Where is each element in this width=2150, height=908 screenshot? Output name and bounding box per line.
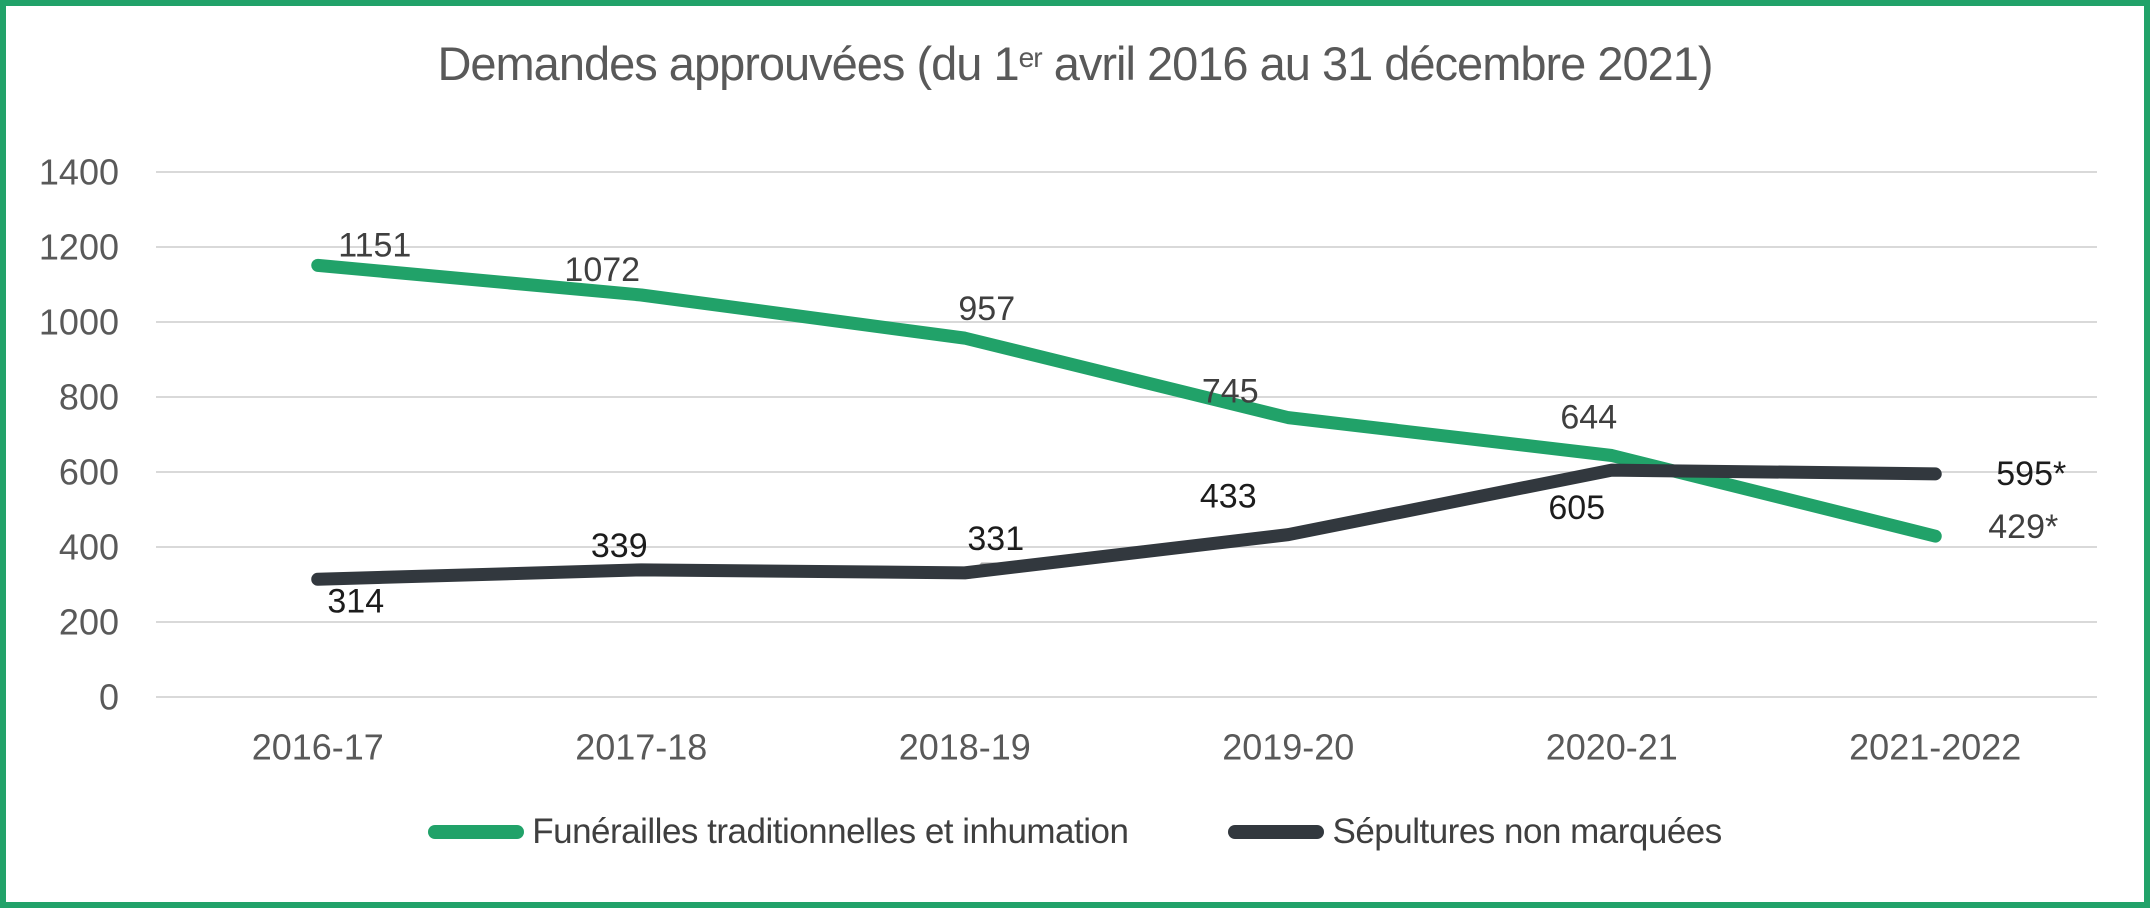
x-axis-category-labels: 2016-17 2017-18 2018-19 2019-20 2020-21 2021-…	[252, 727, 2022, 768]
data-label-1151: 1151	[338, 226, 411, 264]
data-label-644: 644	[1560, 399, 1617, 437]
data-label-745: 745	[1202, 373, 1259, 411]
chart-title-part2: avril 2016 au 31 décembre 2021)	[1041, 37, 1714, 90]
legend-swatch-green-icon	[428, 825, 525, 839]
legend-entry-funerailles: Funérailles traditionnelles et inhumatio…	[428, 812, 1129, 852]
data-label-605: 605	[1548, 489, 1605, 527]
y-axis-tick-labels: 0 200 400 600 800 1000 1200 1400	[39, 152, 119, 718]
y-tick-label-400: 400	[59, 527, 119, 568]
y-tick-label-1400: 1400	[39, 152, 119, 193]
y-tick-label-200: 200	[59, 602, 119, 643]
data-label-1072: 1072	[564, 251, 640, 289]
legend-swatch-dark-icon	[1228, 825, 1325, 839]
chart-legend: Funérailles traditionnelles et inhumatio…	[6, 812, 2144, 852]
chart-title-part1: Demandes approuvées (du 1	[437, 37, 1019, 90]
data-label-314: 314	[327, 582, 384, 620]
data-label-433: 433	[1200, 478, 1257, 516]
data-labels-funerailles: 1151 1072 957 745 644 429*	[338, 226, 2058, 546]
y-tick-label-1200: 1200	[39, 227, 119, 268]
x-category-label-2019-20: 2019-20	[1222, 727, 1354, 768]
x-category-label-2018-19: 2018-19	[899, 727, 1031, 768]
chart-title-superscript: er	[1018, 41, 1043, 74]
data-labels-sepultures: 314 339 331 433 605 595*	[327, 455, 2066, 620]
legend-label-funerailles: Funérailles traditionnelles et inhumatio…	[532, 812, 1129, 851]
x-category-label-2020-21: 2020-21	[1546, 727, 1678, 768]
y-tick-label-1000: 1000	[39, 302, 119, 343]
x-category-label-2017-18: 2017-18	[575, 727, 707, 768]
legend-entry-sepultures: Sépultures non marquées	[1228, 812, 1722, 852]
y-tick-label-0: 0	[99, 677, 119, 718]
chart-title: Demandes approuvées (du 1er avril 2016 a…	[6, 36, 2144, 91]
data-label-429-star: 429*	[1988, 508, 2058, 546]
legend-label-sepultures: Sépultures non marquées	[1332, 812, 1722, 851]
series-line-funerailles	[311, 258, 1942, 543]
x-category-label-2016-17: 2016-17	[252, 727, 384, 768]
y-tick-label-800: 800	[59, 377, 119, 418]
data-label-339: 339	[591, 527, 648, 565]
x-category-label-2021-2022: 2021-2022	[1849, 727, 2021, 768]
series-line-sepultures	[311, 463, 1942, 586]
data-label-331: 331	[967, 520, 1024, 558]
data-label-957: 957	[958, 290, 1015, 328]
gridlines	[156, 171, 2097, 698]
y-tick-label-600: 600	[59, 452, 119, 493]
data-label-595-star: 595*	[1996, 455, 2066, 493]
